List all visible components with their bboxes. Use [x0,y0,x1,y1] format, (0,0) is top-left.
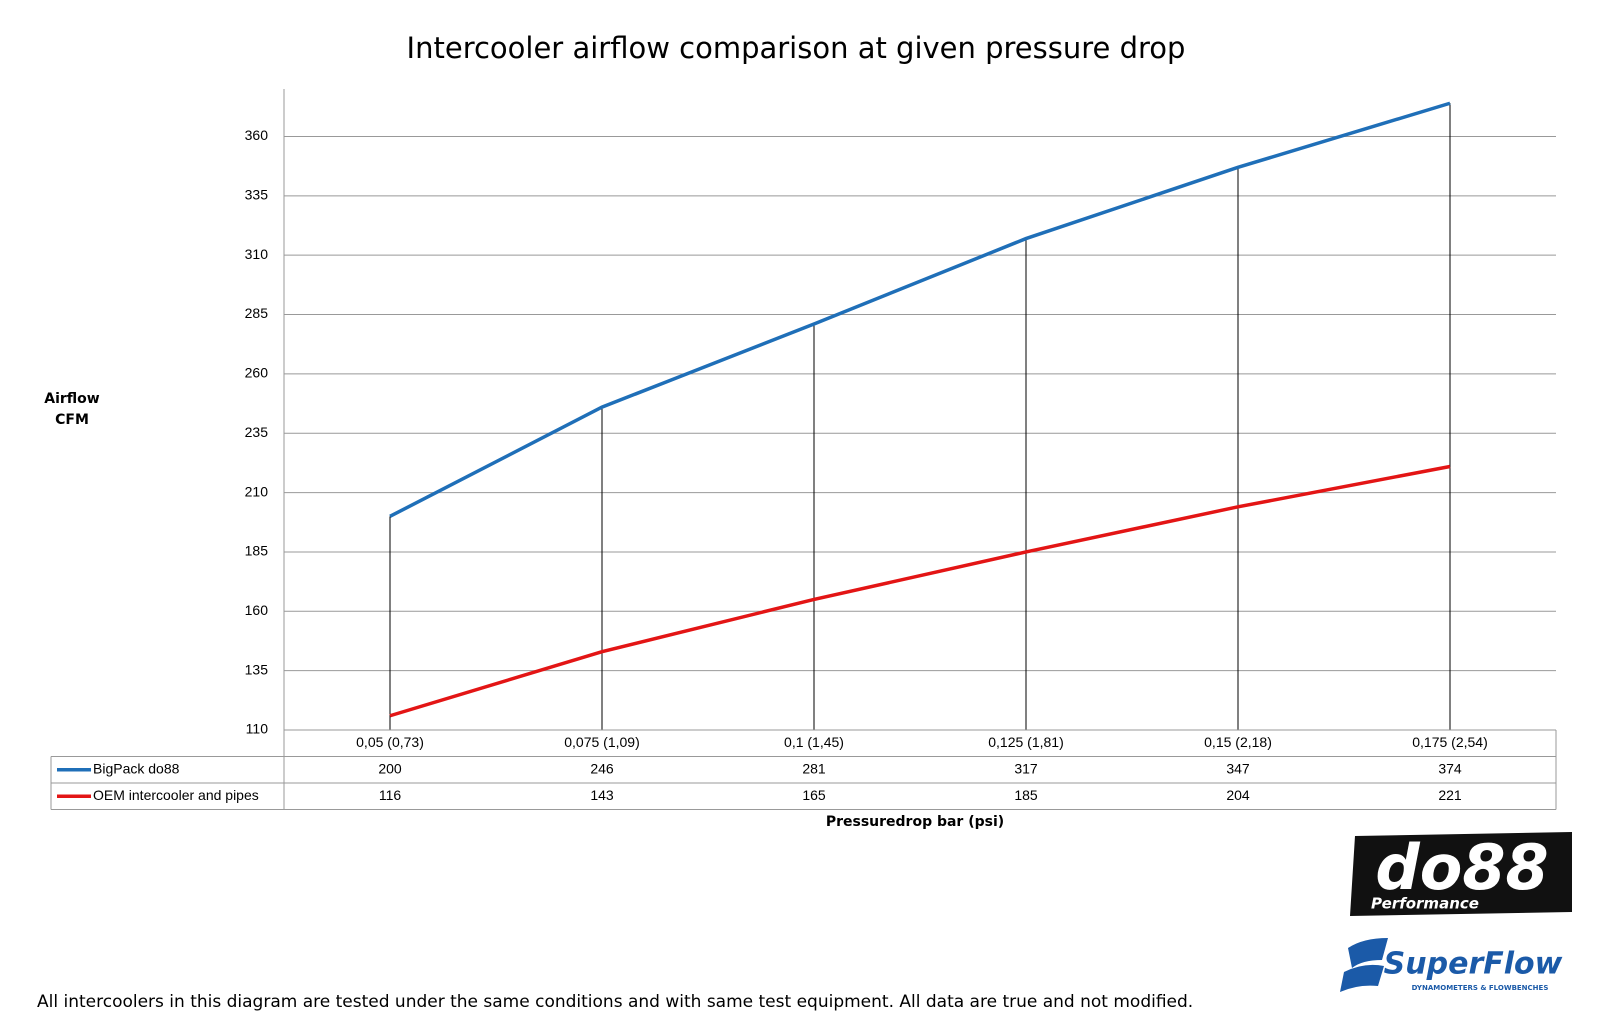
legend-label: OEM intercooler and pipes [93,787,259,803]
x-tick-label: 0,175 (2,54) [1412,734,1488,750]
x-tick-label: 0,125 (1,81) [988,734,1064,750]
y-tick-label: 310 [245,246,269,262]
y-tick-label: 235 [245,424,269,440]
series-line [389,464,1451,718]
table-value: 116 [379,787,402,803]
y-axis-label: Airflow [44,391,100,407]
logo-subtext: DYNAMOMETERS & FLOWBENCHES [1412,984,1549,992]
table-value: 347 [1226,760,1250,776]
do88-logo: do88 Performance [1350,831,1572,916]
table-value: 143 [590,787,614,803]
series-line [389,101,1451,518]
table-value: 165 [802,787,826,803]
table-value: 185 [1014,787,1038,803]
x-tick-label: 0,15 (2,18) [1204,734,1272,750]
table-value: 317 [1014,760,1038,776]
superflow-logo: SuperFlow DYNAMOMETERS & FLOWBENCHES [1340,938,1563,992]
y-tick-label: 160 [245,602,269,618]
y-tick-label: 360 [245,127,269,143]
chart-title: Intercooler airflow comparison at given … [407,31,1186,65]
x-tick-label: 0,05 (0,73) [356,734,424,750]
x-axis-label: Pressuredrop bar (psi) [826,814,1004,830]
y-tick-label: 260 [245,365,269,381]
x-tick-label: 0,075 (1,09) [564,734,640,750]
y-tick-label: 110 [246,721,269,737]
logo-text: SuperFlow [1384,947,1563,982]
footer-note: All intercoolers in this diagram are tes… [37,992,1193,1012]
legend-label: BigPack do88 [93,760,180,776]
table-value: 221 [1438,787,1462,803]
table-value: 374 [1438,760,1462,776]
y-tick-label: 185 [245,543,269,559]
table-value: 281 [802,760,826,776]
x-tick-label: 0,1 (1,45) [784,734,844,750]
logo-text: do88 [1375,831,1548,904]
y-tick-label: 135 [245,661,269,677]
table-value: 246 [590,760,614,776]
y-tick-label: 210 [245,483,269,499]
y-axis-label: CFM [55,412,89,428]
table-value: 200 [378,760,402,776]
y-tick-label: 285 [245,305,269,321]
logo-subtext: Performance [1371,895,1479,913]
table-value: 204 [1226,787,1250,803]
y-tick-label: 335 [245,187,269,203]
